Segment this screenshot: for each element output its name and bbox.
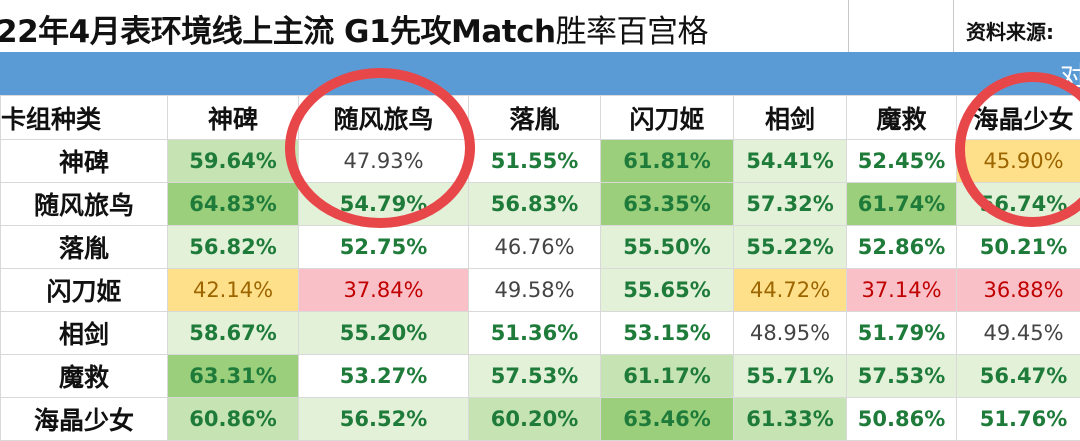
header-bar-text: 对 xyxy=(1060,56,1080,93)
column-header: 海晶少女 xyxy=(957,96,1080,140)
win-rate-cell: 57.53% xyxy=(469,355,601,398)
win-rate-cell: 37.14% xyxy=(847,269,957,312)
win-rate-cell: 51.55% xyxy=(469,140,601,183)
header-row: 卡组种类神碑随风旅鸟落胤闪刀姬相剑魔救海晶少女 xyxy=(1,96,1080,140)
corner-label: 卡组种类 xyxy=(1,96,168,140)
win-rate-cell: 55.65% xyxy=(601,269,734,312)
win-rate-cell: 55.50% xyxy=(601,226,734,269)
win-rate-cell: 56.47% xyxy=(957,355,1080,398)
win-rate-cell: 63.31% xyxy=(168,355,299,398)
row-label: 随风旅鸟 xyxy=(1,183,168,226)
win-rate-cell: 56.82% xyxy=(168,226,299,269)
win-rate-cell: 49.45% xyxy=(957,312,1080,355)
win-rate-cell: 42.14% xyxy=(168,269,299,312)
win-rate-cell: 55.71% xyxy=(734,355,847,398)
row-label: 海晶少女 xyxy=(1,398,168,441)
column-header: 神碑 xyxy=(168,96,299,140)
win-rate-cell: 47.93% xyxy=(299,140,469,183)
win-rate-cell: 50.86% xyxy=(847,398,957,441)
win-rate-cell: 60.86% xyxy=(168,398,299,441)
win-rate-cell: 45.90% xyxy=(957,140,1080,183)
win-rate-cell: 44.72% xyxy=(734,269,847,312)
win-rate-cell: 54.41% xyxy=(734,140,847,183)
title-divider xyxy=(848,0,849,52)
source-label: 资料来源: xyxy=(966,16,1054,45)
win-rate-cell: 61.81% xyxy=(601,140,734,183)
win-rate-cell: 56.74% xyxy=(957,183,1080,226)
win-rate-cell: 50.21% xyxy=(957,226,1080,269)
win-rate-cell: 52.86% xyxy=(847,226,957,269)
win-rate-cell: 57.32% xyxy=(734,183,847,226)
win-rate-cell: 53.15% xyxy=(601,312,734,355)
win-rate-cell: 56.83% xyxy=(469,183,601,226)
win-rate-cell: 58.67% xyxy=(168,312,299,355)
win-rate-cell: 60.20% xyxy=(469,398,601,441)
win-rate-cell: 63.35% xyxy=(601,183,734,226)
win-rate-cell: 61.17% xyxy=(601,355,734,398)
title-row: 22年4月表环境线上主流 G1先攻Match胜率百宫格 资料来源: xyxy=(0,0,1080,52)
row-label: 落胤 xyxy=(1,226,168,269)
win-rate-cell: 46.76% xyxy=(469,226,601,269)
row-label: 相剑 xyxy=(1,312,168,355)
column-header: 魔救 xyxy=(847,96,957,140)
chart-title: 22年4月表环境线上主流 G1先攻Match胜率百宫格 xyxy=(0,6,708,51)
win-rate-cell: 51.36% xyxy=(469,312,601,355)
title-divider xyxy=(953,0,954,52)
header-bar: 对 xyxy=(0,52,1080,95)
win-rate-cell: 56.52% xyxy=(299,398,469,441)
win-rate-cell: 54.79% xyxy=(299,183,469,226)
win-rate-cell: 53.27% xyxy=(299,355,469,398)
win-rate-cell: 55.22% xyxy=(734,226,847,269)
win-rate-cell: 52.45% xyxy=(847,140,957,183)
win-rate-cell: 51.76% xyxy=(957,398,1080,441)
win-rate-cell: 64.83% xyxy=(168,183,299,226)
row-label: 魔救 xyxy=(1,355,168,398)
column-header: 落胤 xyxy=(469,96,601,140)
win-rate-cell: 36.88% xyxy=(957,269,1080,312)
win-rate-cell: 59.64% xyxy=(168,140,299,183)
win-rate-cell: 61.74% xyxy=(847,183,957,226)
win-rate-cell: 63.46% xyxy=(601,398,734,441)
win-rate-cell: 51.79% xyxy=(847,312,957,355)
win-rate-cell: 49.58% xyxy=(469,269,601,312)
column-header: 闪刀姬 xyxy=(601,96,734,140)
row-label: 神碑 xyxy=(1,140,168,183)
win-rate-cell: 61.33% xyxy=(734,398,847,441)
win-rate-cell: 57.53% xyxy=(847,355,957,398)
column-header: 相剑 xyxy=(734,96,847,140)
win-rate-cell: 55.20% xyxy=(299,312,469,355)
win-rate-cell: 52.75% xyxy=(299,226,469,269)
win-rate-cell: 48.95% xyxy=(734,312,847,355)
row-label: 闪刀姬 xyxy=(1,269,168,312)
win-rate-cell: 37.84% xyxy=(299,269,469,312)
column-header: 随风旅鸟 xyxy=(299,96,469,140)
